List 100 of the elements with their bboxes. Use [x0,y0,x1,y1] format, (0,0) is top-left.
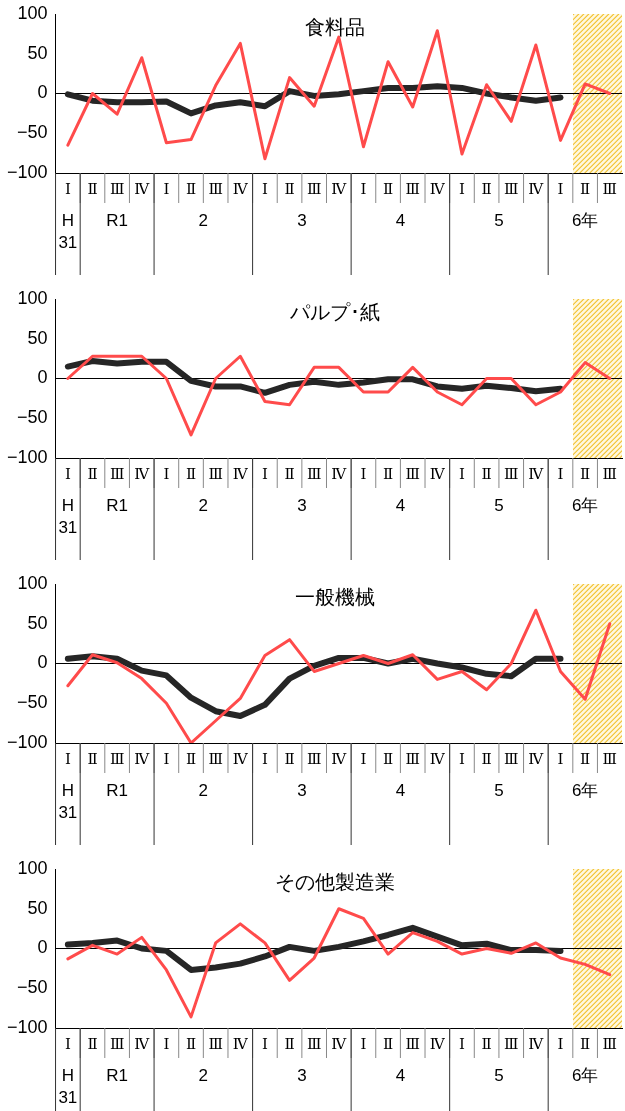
x-tick-label: Ⅰ [64,1035,71,1052]
y-tick-label: 50 [27,327,48,348]
x-tick-label: Ⅰ [163,180,170,197]
x-tick-label: Ⅲ [109,465,125,482]
chart-title: パルプ･紙 [288,300,380,323]
x-tick-label: Ⅱ [87,465,98,482]
text: 3 [297,1065,307,1085]
x-tick-label: Ⅱ [580,465,591,482]
x-tick-label: Ⅰ [557,750,564,767]
x-tick-label: Ⅱ [284,1035,295,1052]
x-tick-label: Ⅲ [208,180,223,197]
x-tick-label: Ⅳ [429,750,446,767]
x-tick-label: Ⅲ [504,465,519,482]
x-tick-label: Ⅳ [331,750,348,767]
x-tick-label: Ⅲ [208,1035,223,1052]
x-tick-label: Ⅳ [232,750,249,767]
x-tick-label: Ⅰ [360,180,367,197]
x-tick-label: Ⅰ [557,180,564,197]
x-tick-label: Ⅲ [306,465,322,482]
y-tick-label: 100 [17,857,48,878]
x-tick-label: Ⅲ [602,750,617,767]
x-tick-label: Ⅰ [261,1035,268,1052]
x-tick-label: Ⅰ [261,465,268,482]
text: 5 [494,210,504,230]
x-tick-label: Ⅱ [185,180,197,197]
x-tick-label: Ⅳ [134,750,151,767]
x-tick-label: Ⅱ [382,180,394,197]
y-tick-label: −50 [17,977,48,998]
x-tick-label: Ⅲ [602,1035,617,1052]
x-tick-label: Ⅱ [185,750,197,767]
chart-title: その他製造業 [274,870,395,893]
x-tick-label: Ⅱ [87,750,98,767]
text: 5 [494,1065,504,1085]
y-tick-label: −100 [7,161,48,182]
x-tick-label: Ⅳ [331,180,348,197]
y-tick-label: 0 [37,652,48,673]
text: R1 [106,210,128,230]
x-tick-label: Ⅱ [284,750,295,767]
y-tick-label: −50 [17,407,48,428]
x-tick-label: Ⅱ [284,180,295,197]
x-tick-label: Ⅳ [232,465,249,482]
x-tick-label: Ⅳ [528,750,545,767]
y-tick-label: 0 [37,937,48,958]
x-tick-label: Ⅳ [134,180,151,197]
x-tick-label: Ⅱ [481,180,492,197]
text: 4 [395,1065,406,1085]
x-tick-label: Ⅳ [528,465,545,482]
x-tick-label: Ⅳ [232,1035,249,1052]
x-tick-label: Ⅲ [602,180,617,197]
x-tick-label: Ⅱ [87,180,98,197]
x-tick-label: Ⅱ [481,750,492,767]
text: 4 [395,210,406,230]
text: 2 [198,1065,209,1085]
x-tick-label: Ⅰ [459,465,466,482]
x-tick-label: Ⅱ [382,465,394,482]
x-tick-label: Ⅲ [405,1035,420,1052]
x-tick-label: Ⅰ [64,465,71,482]
y-tick-label: 100 [17,572,48,593]
text: 5 [494,780,504,800]
chart-title: 一般機械 [294,585,375,608]
x-tick-label: Ⅲ [504,1035,519,1052]
x-tick-label: Ⅱ [382,1035,394,1052]
x-tick-label: Ⅳ [232,180,249,197]
x-tick-label: Ⅲ [405,750,420,767]
x-tick-label: Ⅲ [504,750,519,767]
x-tick-label: Ⅱ [481,465,492,482]
x-tick-label: Ⅰ [557,1035,564,1052]
x-tick-label: Ⅲ [602,465,617,482]
x-tick-label: Ⅲ [109,1035,125,1052]
text: 4 [395,495,406,515]
x-tick-label: Ⅰ [360,465,367,482]
text: 6年 [571,1065,599,1085]
x-tick-label: Ⅲ [208,465,223,482]
x-tick-label: Ⅲ [109,180,125,197]
y-tick-label: 100 [17,287,48,308]
text: 4 [395,780,406,800]
x-tick-label: Ⅳ [331,1035,348,1052]
text: H31 [58,1065,78,1107]
x-tick-label: Ⅱ [382,750,394,767]
x-tick-label: Ⅲ [306,180,322,197]
x-tick-label: Ⅰ [163,465,170,482]
x-tick-label: Ⅱ [87,1035,98,1052]
x-tick-label: Ⅰ [64,180,71,197]
x-tick-label: Ⅳ [429,1035,446,1052]
x-tick-label: Ⅱ [580,180,591,197]
text: 2 [198,210,209,230]
x-tick-label: Ⅰ [459,180,466,197]
x-tick-label: Ⅲ [504,180,519,197]
y-tick-label: −100 [7,446,48,467]
text: R1 [106,495,128,515]
text: 2 [198,780,209,800]
x-tick-label: Ⅰ [459,1035,466,1052]
x-tick-label: Ⅰ [360,750,367,767]
x-tick-label: Ⅳ [134,1035,151,1052]
y-tick-label: 0 [37,367,48,388]
chart-title: 食料品 [304,15,365,38]
x-tick-label: Ⅰ [64,750,71,767]
x-tick-label: Ⅱ [284,465,295,482]
x-tick-label: Ⅳ [528,1035,545,1052]
x-tick-label: Ⅱ [185,465,197,482]
